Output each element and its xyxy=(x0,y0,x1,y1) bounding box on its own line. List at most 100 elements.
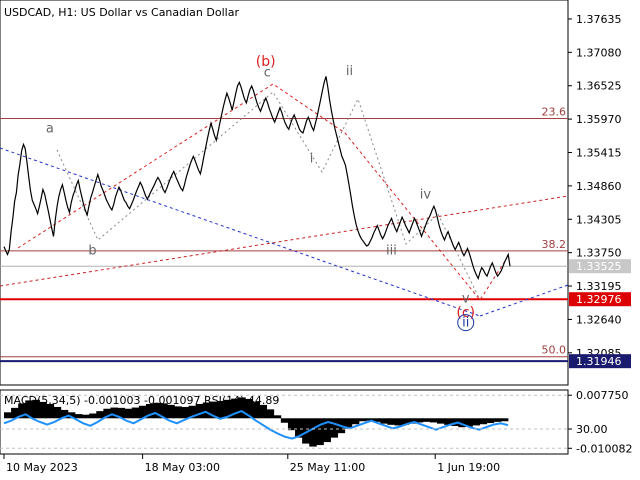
macd-bar-69 xyxy=(493,418,502,422)
price-tick-label-6: 1.34305 xyxy=(576,213,622,226)
fib-label-2: 50.0 xyxy=(542,344,567,357)
macd-bar-12 xyxy=(89,413,97,419)
macd-bar-45 xyxy=(323,418,331,443)
current-price-tag-label: 1.33525 xyxy=(576,260,622,273)
macd-bar-1 xyxy=(11,407,19,419)
level-tag-1-label: 1.31946 xyxy=(576,355,622,368)
macd-bar-22 xyxy=(160,403,168,419)
macd-bar-61 xyxy=(437,418,445,424)
macd-bar-39 xyxy=(280,418,289,423)
price-axis-ticks: 1.37635 1.37080 1.36525 1.35970 1.35415 1.348… xyxy=(568,13,622,360)
wave-label-4: ii xyxy=(346,64,353,79)
macd-bar-66 xyxy=(472,418,481,426)
macd-tick-label-2: -0.010082 xyxy=(576,442,632,455)
macd-bar-25 xyxy=(181,406,189,419)
red-wave-path xyxy=(17,83,508,301)
symbol-label: USDCAD xyxy=(4,6,51,19)
rsi-line xyxy=(3,409,509,440)
macd-bar-2 xyxy=(18,403,26,419)
wave-label-7: iii xyxy=(386,243,397,258)
macd-bar-56 xyxy=(401,418,410,425)
wave-label-0: a xyxy=(46,121,54,136)
price-axis-tags: 1.33525 1.32976 1.31946 xyxy=(569,259,631,369)
time-axis-ticks: 10 May 2023 18 May 03:00 25 May 11:00 1 Jun… xyxy=(3,454,500,474)
macd-bar-17 xyxy=(124,408,133,419)
chart-title: USDCAD, H1: US Dollar vs Canadian Dollar xyxy=(4,6,239,19)
macd-bar-44 xyxy=(316,418,324,446)
macd-bar-59 xyxy=(422,418,431,422)
wave-label-1: b xyxy=(88,243,96,258)
macd-axis-ticks: 0.007750 30.00 -0.010082 xyxy=(0,389,632,455)
macd-bar-35 xyxy=(252,401,260,419)
macd-tick-label-1: 30.00 xyxy=(576,423,608,436)
macd-bar-21 xyxy=(153,402,161,419)
macd-bar-31 xyxy=(224,399,232,419)
macd-bar-20 xyxy=(145,403,154,419)
fib-label-1: 38.2 xyxy=(542,238,567,251)
wave-label-8: v xyxy=(462,292,470,307)
price-tick-label-8: 1.33195 xyxy=(576,280,622,293)
wave-label-circle xyxy=(457,314,475,332)
macd-tick-label-0: 0.007750 xyxy=(576,389,629,402)
level-tag-1-bg xyxy=(569,354,631,369)
macd-bar-70 xyxy=(500,418,509,422)
symbol-description: US Dollar vs Canadian Dollar xyxy=(81,6,240,19)
price-series xyxy=(3,76,511,281)
price-tick-label-1: 1.37080 xyxy=(576,46,622,59)
time-tick-label-1: 18 May 03:00 xyxy=(145,461,220,474)
macd-bar-26 xyxy=(188,405,197,419)
macd-bar-27 xyxy=(195,403,204,419)
wave-label-5: i xyxy=(310,151,314,166)
price-tick-label-5: 1.34860 xyxy=(576,180,622,193)
macd-bar-62 xyxy=(444,418,452,425)
timeframe-label: H1: xyxy=(58,6,77,19)
macd-bar-6 xyxy=(46,403,55,419)
macd-bar-54 xyxy=(387,418,395,425)
time-tick-label-0: 10 May 2023 xyxy=(6,461,78,474)
macd-bar-3 xyxy=(25,400,33,419)
macd-bar-51 xyxy=(366,418,374,421)
macd-bar-24 xyxy=(174,406,182,419)
macd-bar-52 xyxy=(373,418,381,422)
macd-bar-65 xyxy=(465,418,473,427)
time-tick-label-3: 1 Jun 19:00 xyxy=(437,461,500,474)
time-tick-label-2: 25 May 11:00 xyxy=(290,461,365,474)
macd-bar-33 xyxy=(238,397,246,419)
macd-bar-34 xyxy=(245,398,253,419)
macd-bar-4 xyxy=(32,399,40,419)
macd-bar-10 xyxy=(74,414,83,419)
price-tick-label-3: 1.35970 xyxy=(576,113,622,126)
price-tick-label-4: 1.35415 xyxy=(576,146,622,159)
macd-bar-29 xyxy=(209,401,218,419)
macd-bar-15 xyxy=(110,407,118,419)
macd-bar-60 xyxy=(429,418,438,423)
macd-bar-8 xyxy=(60,409,69,419)
macd-bar-37 xyxy=(266,409,275,419)
macd-bar-58 xyxy=(415,418,424,423)
macd-bar-11 xyxy=(82,414,90,419)
blue-trend-line xyxy=(0,147,481,317)
macd-indicator xyxy=(3,397,509,447)
price-tick-label-7: 1.33750 xyxy=(576,247,622,260)
price-tick-label-0: 1.37635 xyxy=(576,13,622,26)
macd-bar-42 xyxy=(302,418,310,444)
wave-label-9: (c) xyxy=(456,305,475,321)
macd-bar-5 xyxy=(39,401,47,419)
macd-bar-40 xyxy=(287,418,296,431)
wave-label-10: ii xyxy=(462,316,469,331)
macd-bar-9 xyxy=(67,412,76,419)
macd-bar-50 xyxy=(358,418,367,422)
macd-bar-43 xyxy=(309,418,317,447)
price-panel-frame xyxy=(0,0,569,386)
macd-bar-57 xyxy=(408,418,417,424)
macd-bar-16 xyxy=(117,407,126,419)
level-tag-0-bg xyxy=(569,292,631,307)
macd-bar-14 xyxy=(103,408,111,419)
macd-bar-13 xyxy=(96,411,104,419)
macd-bar-68 xyxy=(486,418,495,424)
macd-label: MACD(5,34,5) -0.001003 -0.001097 RSI(14)… xyxy=(4,394,279,407)
macd-bar-0 xyxy=(4,412,12,419)
level-tag-0-label: 1.32976 xyxy=(576,293,622,306)
macd-bar-28 xyxy=(202,402,211,419)
current-price-tag-bg xyxy=(569,259,631,274)
